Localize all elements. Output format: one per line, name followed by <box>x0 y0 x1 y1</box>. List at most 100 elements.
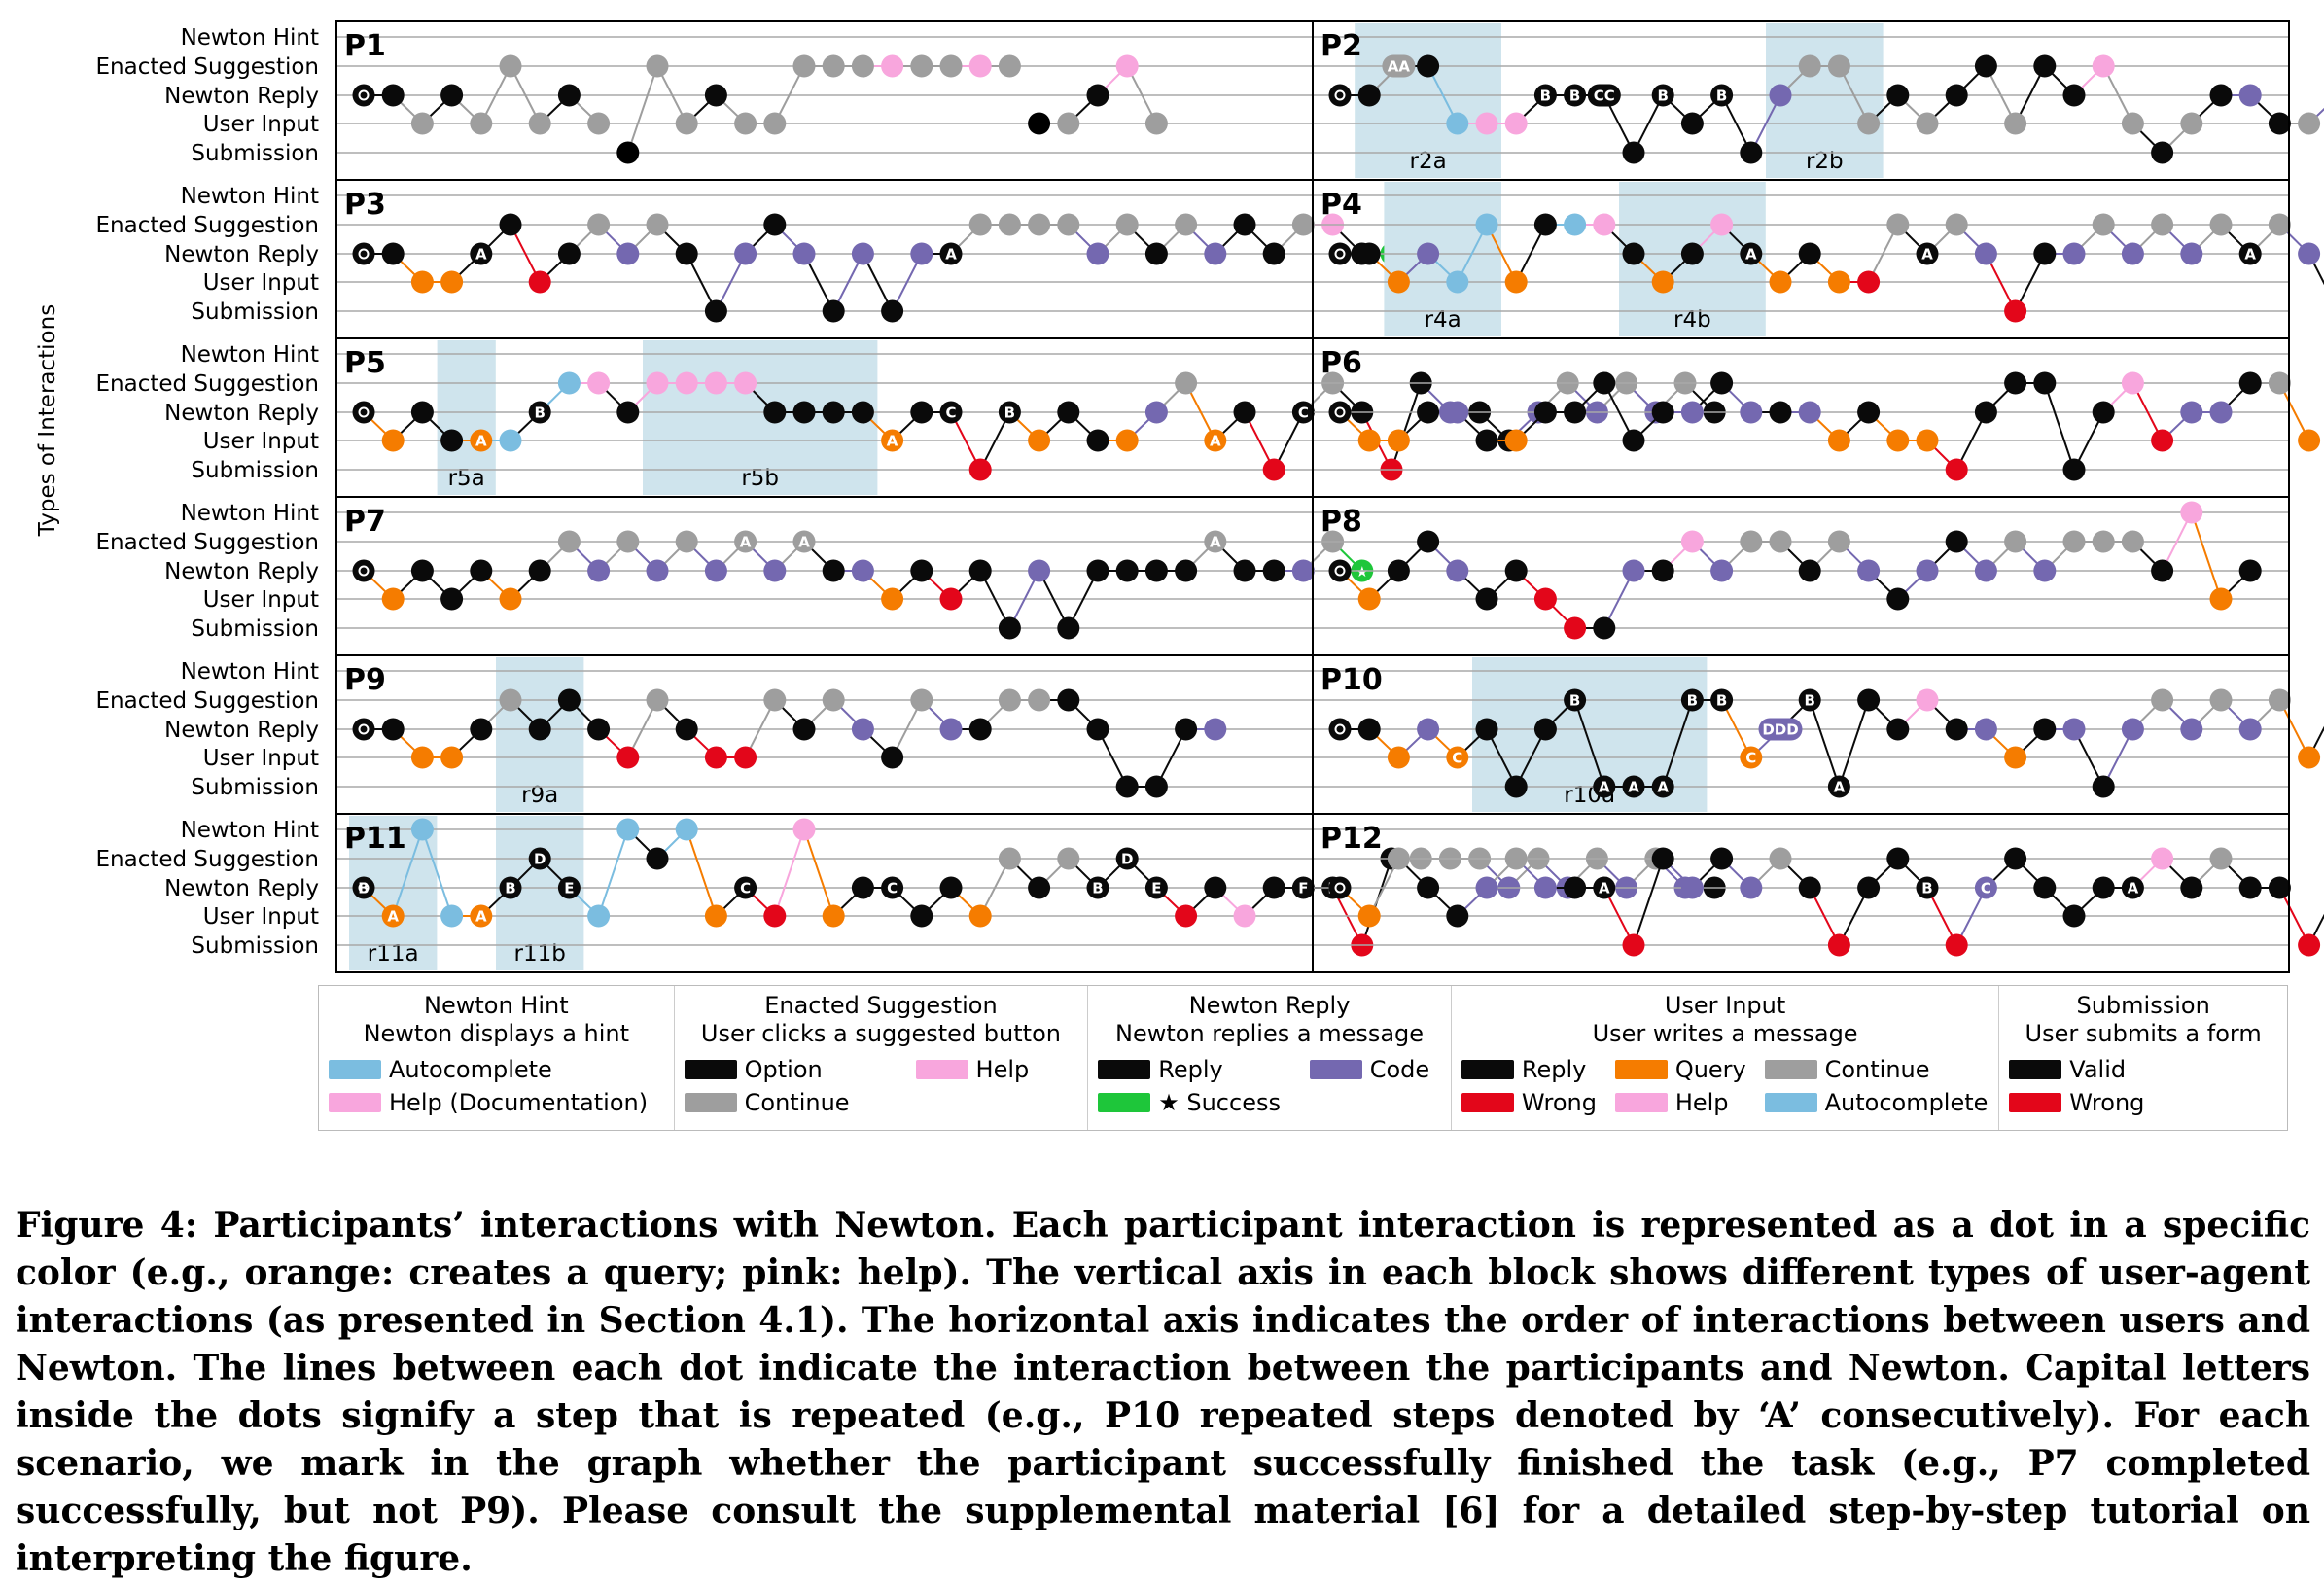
dot-input-wrong <box>1175 905 1197 928</box>
legend-item: Help <box>1615 1089 1747 1116</box>
dot-suggestion-continue <box>2269 689 2291 712</box>
dot-reply-code <box>734 243 757 265</box>
dot-suggestion-continue <box>1057 848 1079 870</box>
dot-reply <box>382 719 405 741</box>
dot-reply-code <box>1710 560 1733 582</box>
repeat-step-label: B <box>505 880 515 897</box>
dot-suggestion-option <box>763 214 786 236</box>
dot-input-wrong <box>763 905 786 928</box>
dot-input-wrong <box>2151 430 2173 452</box>
dot-reply-code <box>1446 560 1468 582</box>
dot-input-continue <box>676 113 698 135</box>
panel-label: P11 <box>344 822 406 856</box>
dot-input-query <box>1828 430 1850 452</box>
dot-reply <box>910 402 933 424</box>
dot-reply-start <box>353 85 375 107</box>
repeat-step-label: A <box>2244 246 2256 264</box>
dot-hint-autocomplete <box>676 819 698 841</box>
dot-reply-start <box>353 243 375 265</box>
dot-suggestion-continue <box>1828 531 1850 553</box>
dot-reply <box>411 560 434 582</box>
dot-undefined <box>1028 113 1050 135</box>
dot-reply <box>1623 243 1645 265</box>
dot-reply <box>1886 85 1909 107</box>
dot-submission-valid <box>1623 142 1645 164</box>
dot-reply <box>910 560 933 582</box>
dot-submission-wrong <box>1263 459 1285 481</box>
repeat-step-label: A <box>1921 246 1933 264</box>
repeat-step-label: B <box>1004 405 1015 422</box>
dot-reply-code <box>1740 402 1762 424</box>
legend-swatch <box>2009 1093 2061 1112</box>
dot-suggestion-option <box>1652 848 1674 870</box>
dot-suggestion-continue <box>852 55 874 78</box>
dot-reply-code <box>616 243 639 265</box>
dot-reply-start <box>1329 877 1352 899</box>
dot-reply-code <box>2122 243 2144 265</box>
legend-subtitle: Newton replies a message <box>1098 1020 1441 1048</box>
repeat-step-label: A <box>740 534 752 551</box>
dot-suggestion-help <box>734 372 757 395</box>
dot-suggestion-continue <box>793 55 816 78</box>
row-label: Newton Hint <box>181 501 319 526</box>
repeat-step-label: C <box>1745 750 1756 767</box>
dot-suggestion-continue <box>1799 55 1821 78</box>
repeat-step-label: B <box>1540 88 1551 105</box>
dot-suggestion-continue <box>1740 531 1762 553</box>
dot-input-continue <box>529 113 551 135</box>
dot-input-query <box>1828 271 1850 294</box>
dot-suggestion-help <box>1116 55 1139 78</box>
repeat-step-label: E <box>1151 880 1161 897</box>
dot-submission-valid <box>1593 617 1615 640</box>
dot-reply <box>1116 560 1139 582</box>
dot-reply-code <box>2239 85 2262 107</box>
dot-suggestion-autocomplete <box>558 372 581 395</box>
dot-suggestion-help <box>676 372 698 395</box>
legend-swatch <box>685 1060 737 1079</box>
legend-item: Option <box>685 1056 898 1083</box>
dot-input-help <box>1505 113 1528 135</box>
dot-input-query <box>1886 430 1909 452</box>
dot-reply <box>1087 85 1109 107</box>
dot-reply-code <box>1975 560 1997 582</box>
dot-reply <box>852 402 874 424</box>
dot-reply <box>2033 877 2056 899</box>
dot-suggestion-help <box>1917 689 1939 712</box>
dot-suggestion-option <box>1534 214 1557 236</box>
dot-suggestion-option <box>647 848 669 870</box>
dot-suggestion-option <box>1417 531 1439 553</box>
dot-reply <box>793 719 816 741</box>
row-label: User Input <box>203 587 319 613</box>
dot-submission-wrong <box>1623 934 1645 957</box>
dot-reply-code <box>2210 402 2233 424</box>
dot-suggestion-help <box>2093 55 2115 78</box>
dot-input-reply <box>1623 430 1645 452</box>
dot-reply-code <box>852 560 874 582</box>
dot-input-query <box>1358 430 1381 452</box>
dot-input-wrong <box>1534 588 1557 611</box>
repeat-step-label: B <box>1092 880 1103 897</box>
dot-suggestion-option <box>1886 848 1909 870</box>
dot-reply <box>1145 243 1168 265</box>
dot-reply <box>1534 719 1557 741</box>
dot-submission-wrong <box>1946 459 1968 481</box>
dot-input-query <box>1388 430 1410 452</box>
dot-reply-code <box>1476 877 1498 899</box>
row-label: Enacted Suggestion <box>96 530 320 555</box>
repeat-step-label: F <box>1298 880 1308 897</box>
repeat-step-label: C <box>1981 880 1991 897</box>
repeat-step-label: A <box>1210 534 1221 551</box>
dot-reply <box>823 402 845 424</box>
panel-label: P6 <box>1320 346 1362 380</box>
dot-submission-valid <box>1057 617 1079 640</box>
dot-reply-code <box>1087 243 1109 265</box>
dot-reply <box>1681 243 1704 265</box>
panel-p4: r4ar4bAAABB★P4 <box>1313 180 2324 338</box>
dot-input-query <box>1388 747 1410 769</box>
dot-reply-code <box>940 719 963 741</box>
dot-input-query <box>440 271 463 294</box>
legend-item: Wrong <box>2009 1089 2277 1116</box>
legend-title: Newton Reply <box>1098 992 1441 1020</box>
